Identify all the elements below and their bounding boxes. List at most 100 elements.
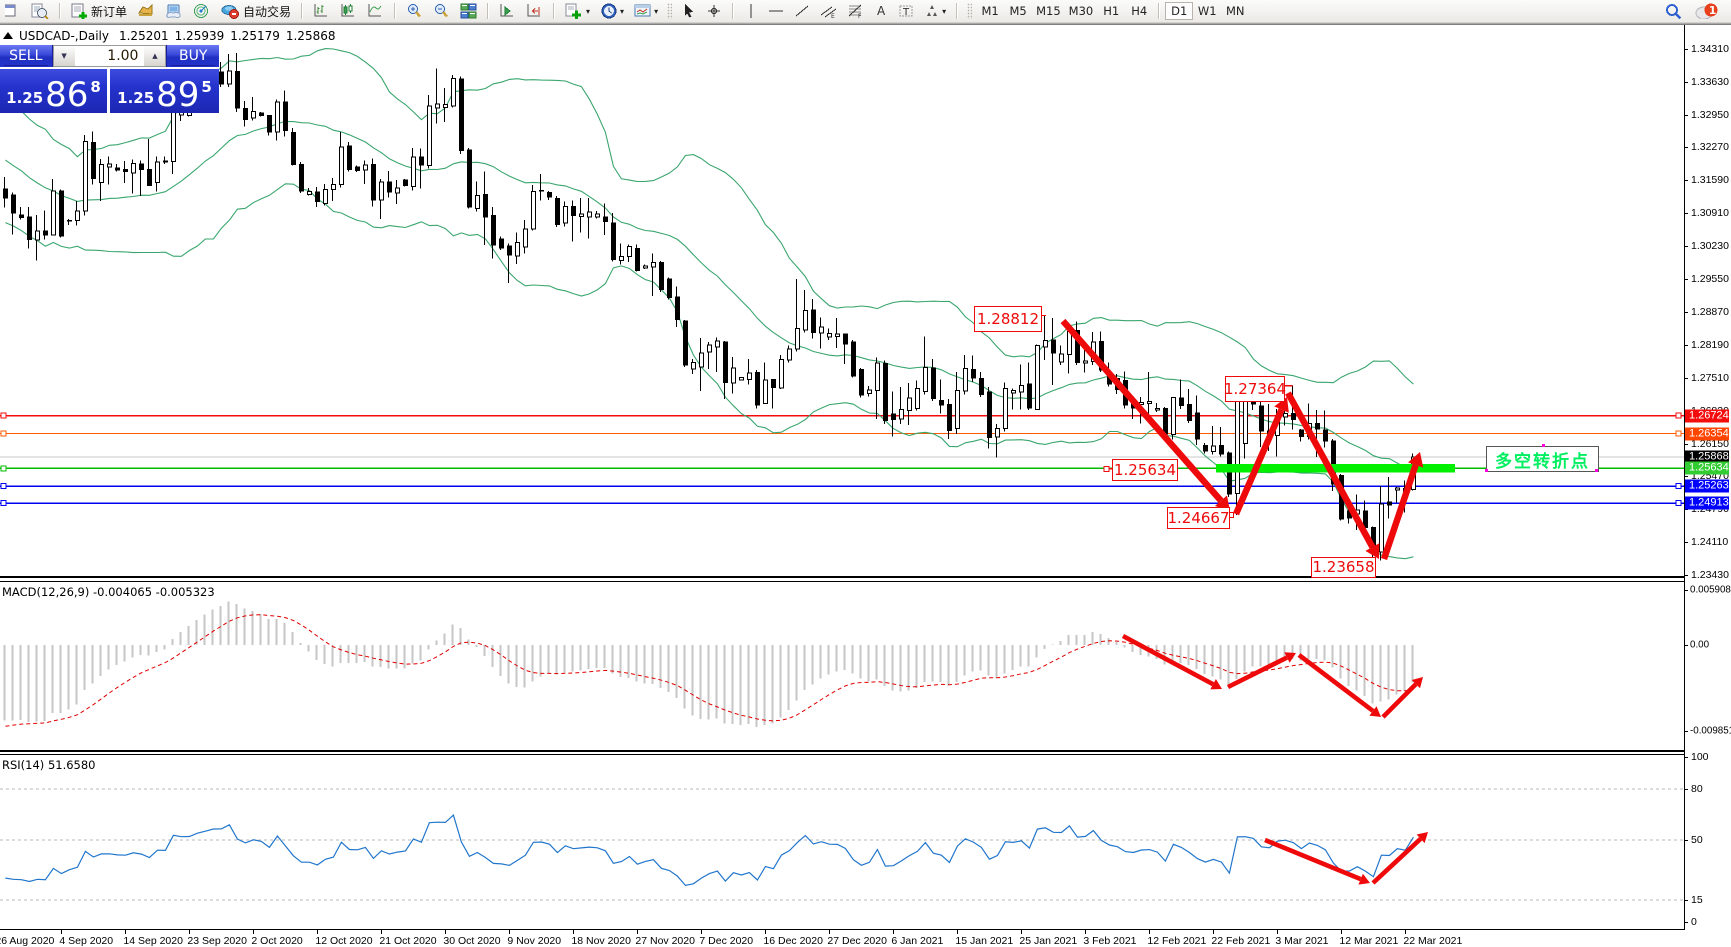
price-chart[interactable] <box>0 25 1684 576</box>
candle-bear[interactable] <box>882 363 888 422</box>
candle-bull[interactable] <box>1066 331 1072 356</box>
candle-bear[interactable] <box>242 107 248 121</box>
candle-bull[interactable] <box>730 367 736 384</box>
new-order-button[interactable]: 新订单 <box>66 1 132 21</box>
chat-notification-icon[interactable]: 1 <box>1689 1 1725 21</box>
candle-bull[interactable] <box>954 389 960 430</box>
note-selection-handle[interactable] <box>1541 444 1545 447</box>
candlestick-chart-icon[interactable] <box>335 1 362 21</box>
strategy-tester-icon[interactable] <box>188 1 216 21</box>
volume-increase-button[interactable]: ▲ <box>144 46 166 66</box>
line-anchor-marker[interactable] <box>1675 500 1682 507</box>
channel-tool[interactable]: E <box>815 1 842 21</box>
candle-bull[interactable] <box>322 189 328 204</box>
candle-bull[interactable] <box>82 141 88 212</box>
candle-bull[interactable] <box>1242 398 1248 445</box>
line-anchor-marker[interactable] <box>1675 412 1682 419</box>
candle-bear[interactable] <box>418 156 424 166</box>
candle-bull[interactable] <box>994 427 1000 438</box>
candle-bull[interactable] <box>874 362 880 392</box>
candle-bear[interactable] <box>1074 330 1080 363</box>
candle-bull[interactable] <box>378 181 384 201</box>
candle-bull[interactable] <box>34 230 40 241</box>
candle-bear[interactable] <box>218 71 224 85</box>
candle-bear[interactable] <box>1162 408 1168 435</box>
candle-bull[interactable] <box>834 333 840 337</box>
candle-bull[interactable] <box>74 210 80 222</box>
candle-bear[interactable] <box>674 296 680 320</box>
candle-bear[interactable] <box>386 181 392 193</box>
candle-bull[interactable] <box>1170 397 1176 435</box>
candle-bull[interactable] <box>1034 345 1040 410</box>
timeframe-m5[interactable]: M5 <box>1009 4 1027 18</box>
sell-button[interactable]: SELL <box>0 45 53 67</box>
candle-bear[interactable] <box>1202 445 1208 452</box>
candle-bear[interactable] <box>498 238 504 249</box>
candle-bull[interactable] <box>434 103 440 109</box>
line-anchor-marker[interactable] <box>0 500 7 507</box>
text-label-tool[interactable]: T <box>893 1 919 21</box>
candle-bull[interactable] <box>130 162 136 174</box>
candle-bull[interactable] <box>514 242 520 257</box>
candle-bull[interactable] <box>1394 487 1400 491</box>
volume-spinbox[interactable]: ▼ 1.00 ▲ <box>52 45 167 67</box>
rsi-panel[interactable] <box>0 754 1684 929</box>
line-anchor-marker[interactable] <box>0 430 7 437</box>
candle-bull[interactable] <box>618 256 624 262</box>
candle-bull[interactable] <box>362 164 368 171</box>
timeframe-mn[interactable]: MN <box>1225 4 1245 18</box>
tile-windows-icon[interactable] <box>455 1 482 21</box>
candle-bull[interactable] <box>1058 353 1064 363</box>
candle-bull[interactable] <box>562 206 568 224</box>
candle-bear[interactable] <box>770 378 776 389</box>
candle-bull[interactable] <box>1154 407 1160 411</box>
indicators-menu[interactable]: ▾ <box>560 1 595 21</box>
candle-bull[interactable] <box>1042 339 1048 348</box>
buy-button[interactable]: BUY <box>166 45 219 67</box>
trendline-tool[interactable] <box>789 1 815 21</box>
line-anchor-marker[interactable] <box>0 412 7 419</box>
candle-bear[interactable] <box>1226 452 1232 495</box>
candle-bear[interactable] <box>1298 429 1304 437</box>
candle-bull[interactable] <box>442 103 448 108</box>
candle-bear[interactable] <box>842 333 848 345</box>
candle-bull[interactable] <box>226 70 232 85</box>
candle-bear[interactable] <box>482 194 488 218</box>
candle-bull[interactable] <box>906 397 912 411</box>
candle-bull[interactable] <box>794 328 800 350</box>
auto-scroll-icon[interactable] <box>494 1 521 21</box>
candle-bear[interactable] <box>554 198 560 226</box>
candle-bear[interactable] <box>890 413 896 421</box>
candle-bull[interactable] <box>1282 413 1288 418</box>
candle-bull[interactable] <box>306 191 312 196</box>
note-selection-handle[interactable] <box>1485 469 1488 472</box>
candle-bull[interactable] <box>898 409 904 420</box>
candle-bear[interactable] <box>298 163 304 192</box>
candle-bear[interactable] <box>1314 423 1320 430</box>
line-anchor-marker[interactable] <box>0 483 7 490</box>
candle-bull[interactable] <box>1210 445 1216 452</box>
candle-bull[interactable] <box>762 379 768 405</box>
candle-bull[interactable] <box>706 344 712 353</box>
candle-bull[interactable] <box>698 352 704 368</box>
candle-bull[interactable] <box>866 389 872 395</box>
candle-bear[interactable] <box>1106 373 1112 385</box>
chart-shift-icon[interactable] <box>521 1 548 21</box>
candle-bull[interactable] <box>746 372 752 380</box>
candle-bear[interactable] <box>114 167 120 171</box>
candle-bear[interactable] <box>978 377 984 395</box>
candle-bull[interactable] <box>170 107 176 163</box>
volume-decrease-button[interactable]: ▼ <box>53 46 75 66</box>
candle-bear[interactable] <box>18 214 24 218</box>
bar-chart-icon[interactable] <box>308 1 335 21</box>
candle-bear[interactable] <box>1370 527 1376 553</box>
collapse-triangle-icon[interactable] <box>3 31 13 39</box>
candle-bull[interactable] <box>714 340 720 348</box>
crosshair-tool[interactable] <box>701 1 727 21</box>
candle-bull[interactable] <box>922 366 928 392</box>
terminal-icon[interactable] <box>160 1 188 21</box>
candle-bear[interactable] <box>26 216 32 241</box>
candle-bear[interactable] <box>634 248 640 272</box>
line-anchor-marker[interactable] <box>1675 430 1682 437</box>
candle-bull[interactable] <box>338 146 344 186</box>
